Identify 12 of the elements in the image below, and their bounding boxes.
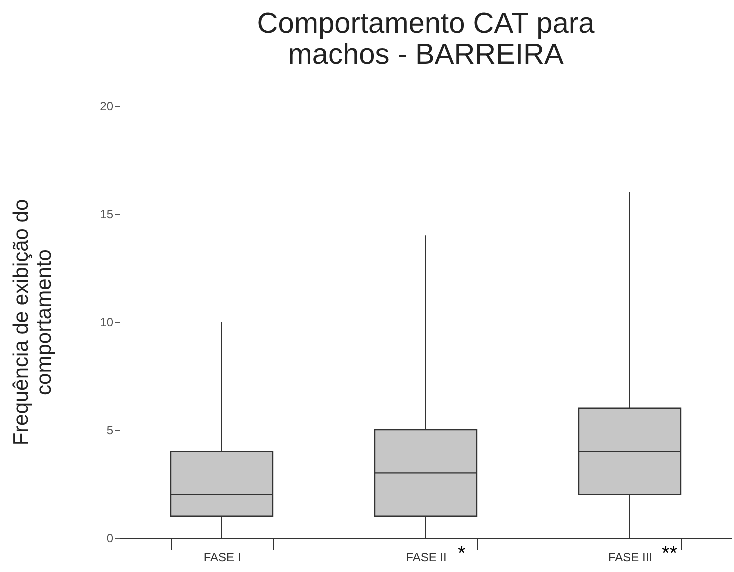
y-tick-label: 20 [100, 100, 114, 114]
text: * [458, 543, 466, 565]
y-tick-label: 10 [100, 316, 114, 330]
x-tick-label: FASE II [406, 550, 447, 564]
y-tick-label: 0 [106, 532, 114, 546]
chart-title: Comportamento CAT para machos - BARREIRA [257, 8, 596, 71]
x-tick-label: FASE III [608, 550, 653, 564]
y-axis-title: Frequência de exibição do comportamento [10, 199, 56, 446]
text: ** [662, 543, 678, 565]
x-tick-label: FASE I [204, 550, 242, 564]
y-tick-label: 5 [106, 424, 114, 438]
y-tick-label: 15 [100, 208, 114, 222]
